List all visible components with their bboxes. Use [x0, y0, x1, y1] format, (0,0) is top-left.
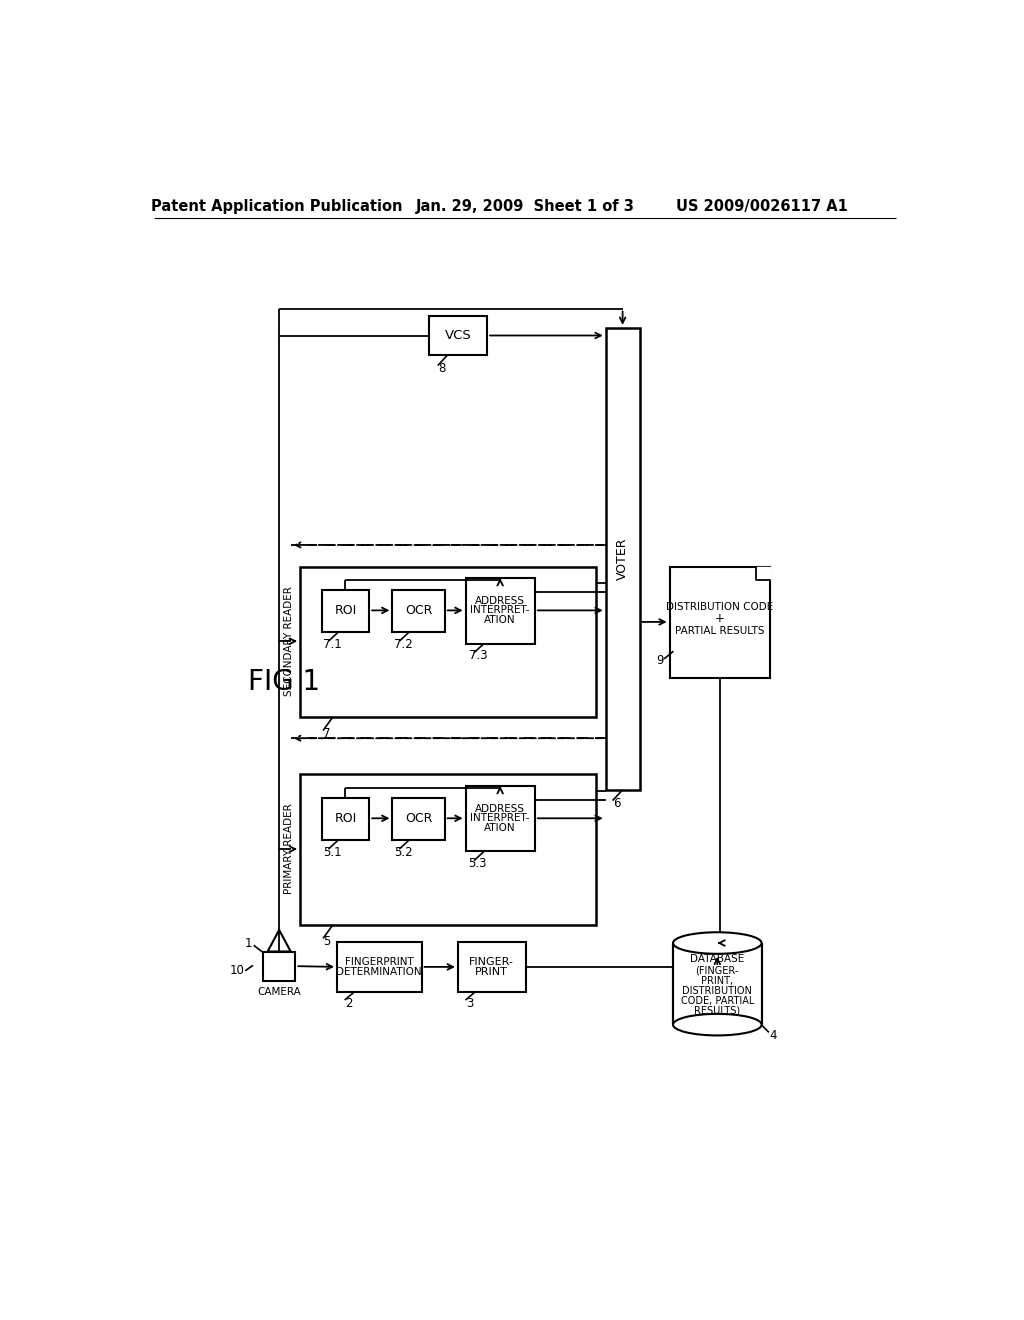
Text: DATABASE: DATABASE [690, 954, 744, 964]
Text: 5.3: 5.3 [469, 857, 487, 870]
Ellipse shape [673, 1014, 762, 1035]
Text: +: + [715, 611, 725, 624]
Text: 7.1: 7.1 [323, 638, 342, 651]
Text: INTERPRET-: INTERPRET- [470, 813, 529, 824]
Text: 7.2: 7.2 [394, 638, 413, 651]
Text: 7: 7 [324, 727, 331, 741]
Bar [458, 942, 525, 993]
Text: OCR: OCR [404, 603, 432, 616]
Text: 3: 3 [466, 997, 473, 1010]
Text: 7.3: 7.3 [469, 649, 487, 663]
Bar [322, 797, 370, 840]
Text: PRIMARY READER: PRIMARY READER [285, 804, 294, 895]
Text: ADDRESS: ADDRESS [475, 804, 525, 814]
Text: (FINGER-: (FINGER- [695, 966, 739, 975]
Bar [392, 797, 444, 840]
Text: 8: 8 [438, 362, 445, 375]
Bar [605, 327, 640, 789]
Text: 5: 5 [324, 935, 331, 948]
Text: DISTRIBUTION: DISTRIBUTION [682, 986, 753, 995]
Text: FINGERPRINT: FINGERPRINT [345, 957, 414, 966]
Text: CAMERA: CAMERA [257, 986, 301, 997]
Text: 2: 2 [345, 997, 352, 1010]
Bar [300, 775, 596, 924]
Text: Jan. 29, 2009  Sheet 1 of 3: Jan. 29, 2009 Sheet 1 of 3 [416, 198, 634, 214]
Text: DETERMINATION: DETERMINATION [337, 968, 422, 977]
Text: SECONDARY READER: SECONDARY READER [285, 586, 294, 696]
Bar [263, 952, 295, 981]
Text: ROI: ROI [334, 603, 356, 616]
Text: 5.2: 5.2 [394, 846, 413, 859]
Text: FIG 1: FIG 1 [249, 668, 321, 696]
Text: PARTIAL RESULTS: PARTIAL RESULTS [675, 626, 764, 636]
Text: 1: 1 [245, 937, 252, 950]
Text: OCR: OCR [404, 812, 432, 825]
Bar [670, 566, 770, 678]
Text: INTERPRET-: INTERPRET- [470, 606, 529, 615]
Text: US 2009/0026117 A1: US 2009/0026117 A1 [676, 198, 848, 214]
Bar [337, 942, 422, 993]
Text: 10: 10 [229, 964, 245, 977]
Text: ATION: ATION [484, 822, 516, 833]
Ellipse shape [673, 932, 762, 954]
Text: VOTER: VOTER [616, 537, 629, 579]
Text: VCS: VCS [444, 329, 471, 342]
Text: FINGER-: FINGER- [469, 957, 514, 966]
Text: ROI: ROI [334, 812, 356, 825]
Bar [429, 317, 487, 355]
Text: PRINT,: PRINT, [701, 975, 733, 986]
Text: 4: 4 [769, 1028, 776, 1041]
Text: PRINT: PRINT [475, 968, 508, 977]
Bar [674, 942, 762, 1024]
Polygon shape [756, 566, 770, 581]
Text: ATION: ATION [484, 615, 516, 624]
Bar [322, 590, 370, 632]
Text: 6: 6 [612, 797, 621, 810]
Text: DISTRIBUTION CODE: DISTRIBUTION CODE [666, 602, 773, 611]
Bar [392, 590, 444, 632]
Text: ADDRESS: ADDRESS [475, 597, 525, 606]
Text: CODE, PARTIAL: CODE, PARTIAL [681, 995, 754, 1006]
Bar [300, 566, 596, 717]
Text: RESULTS): RESULTS) [694, 1006, 740, 1016]
Bar [466, 578, 535, 644]
Text: 9: 9 [656, 653, 665, 667]
Bar [466, 785, 535, 851]
Text: 5.1: 5.1 [323, 846, 342, 859]
Text: Patent Application Publication: Patent Application Publication [152, 198, 402, 214]
